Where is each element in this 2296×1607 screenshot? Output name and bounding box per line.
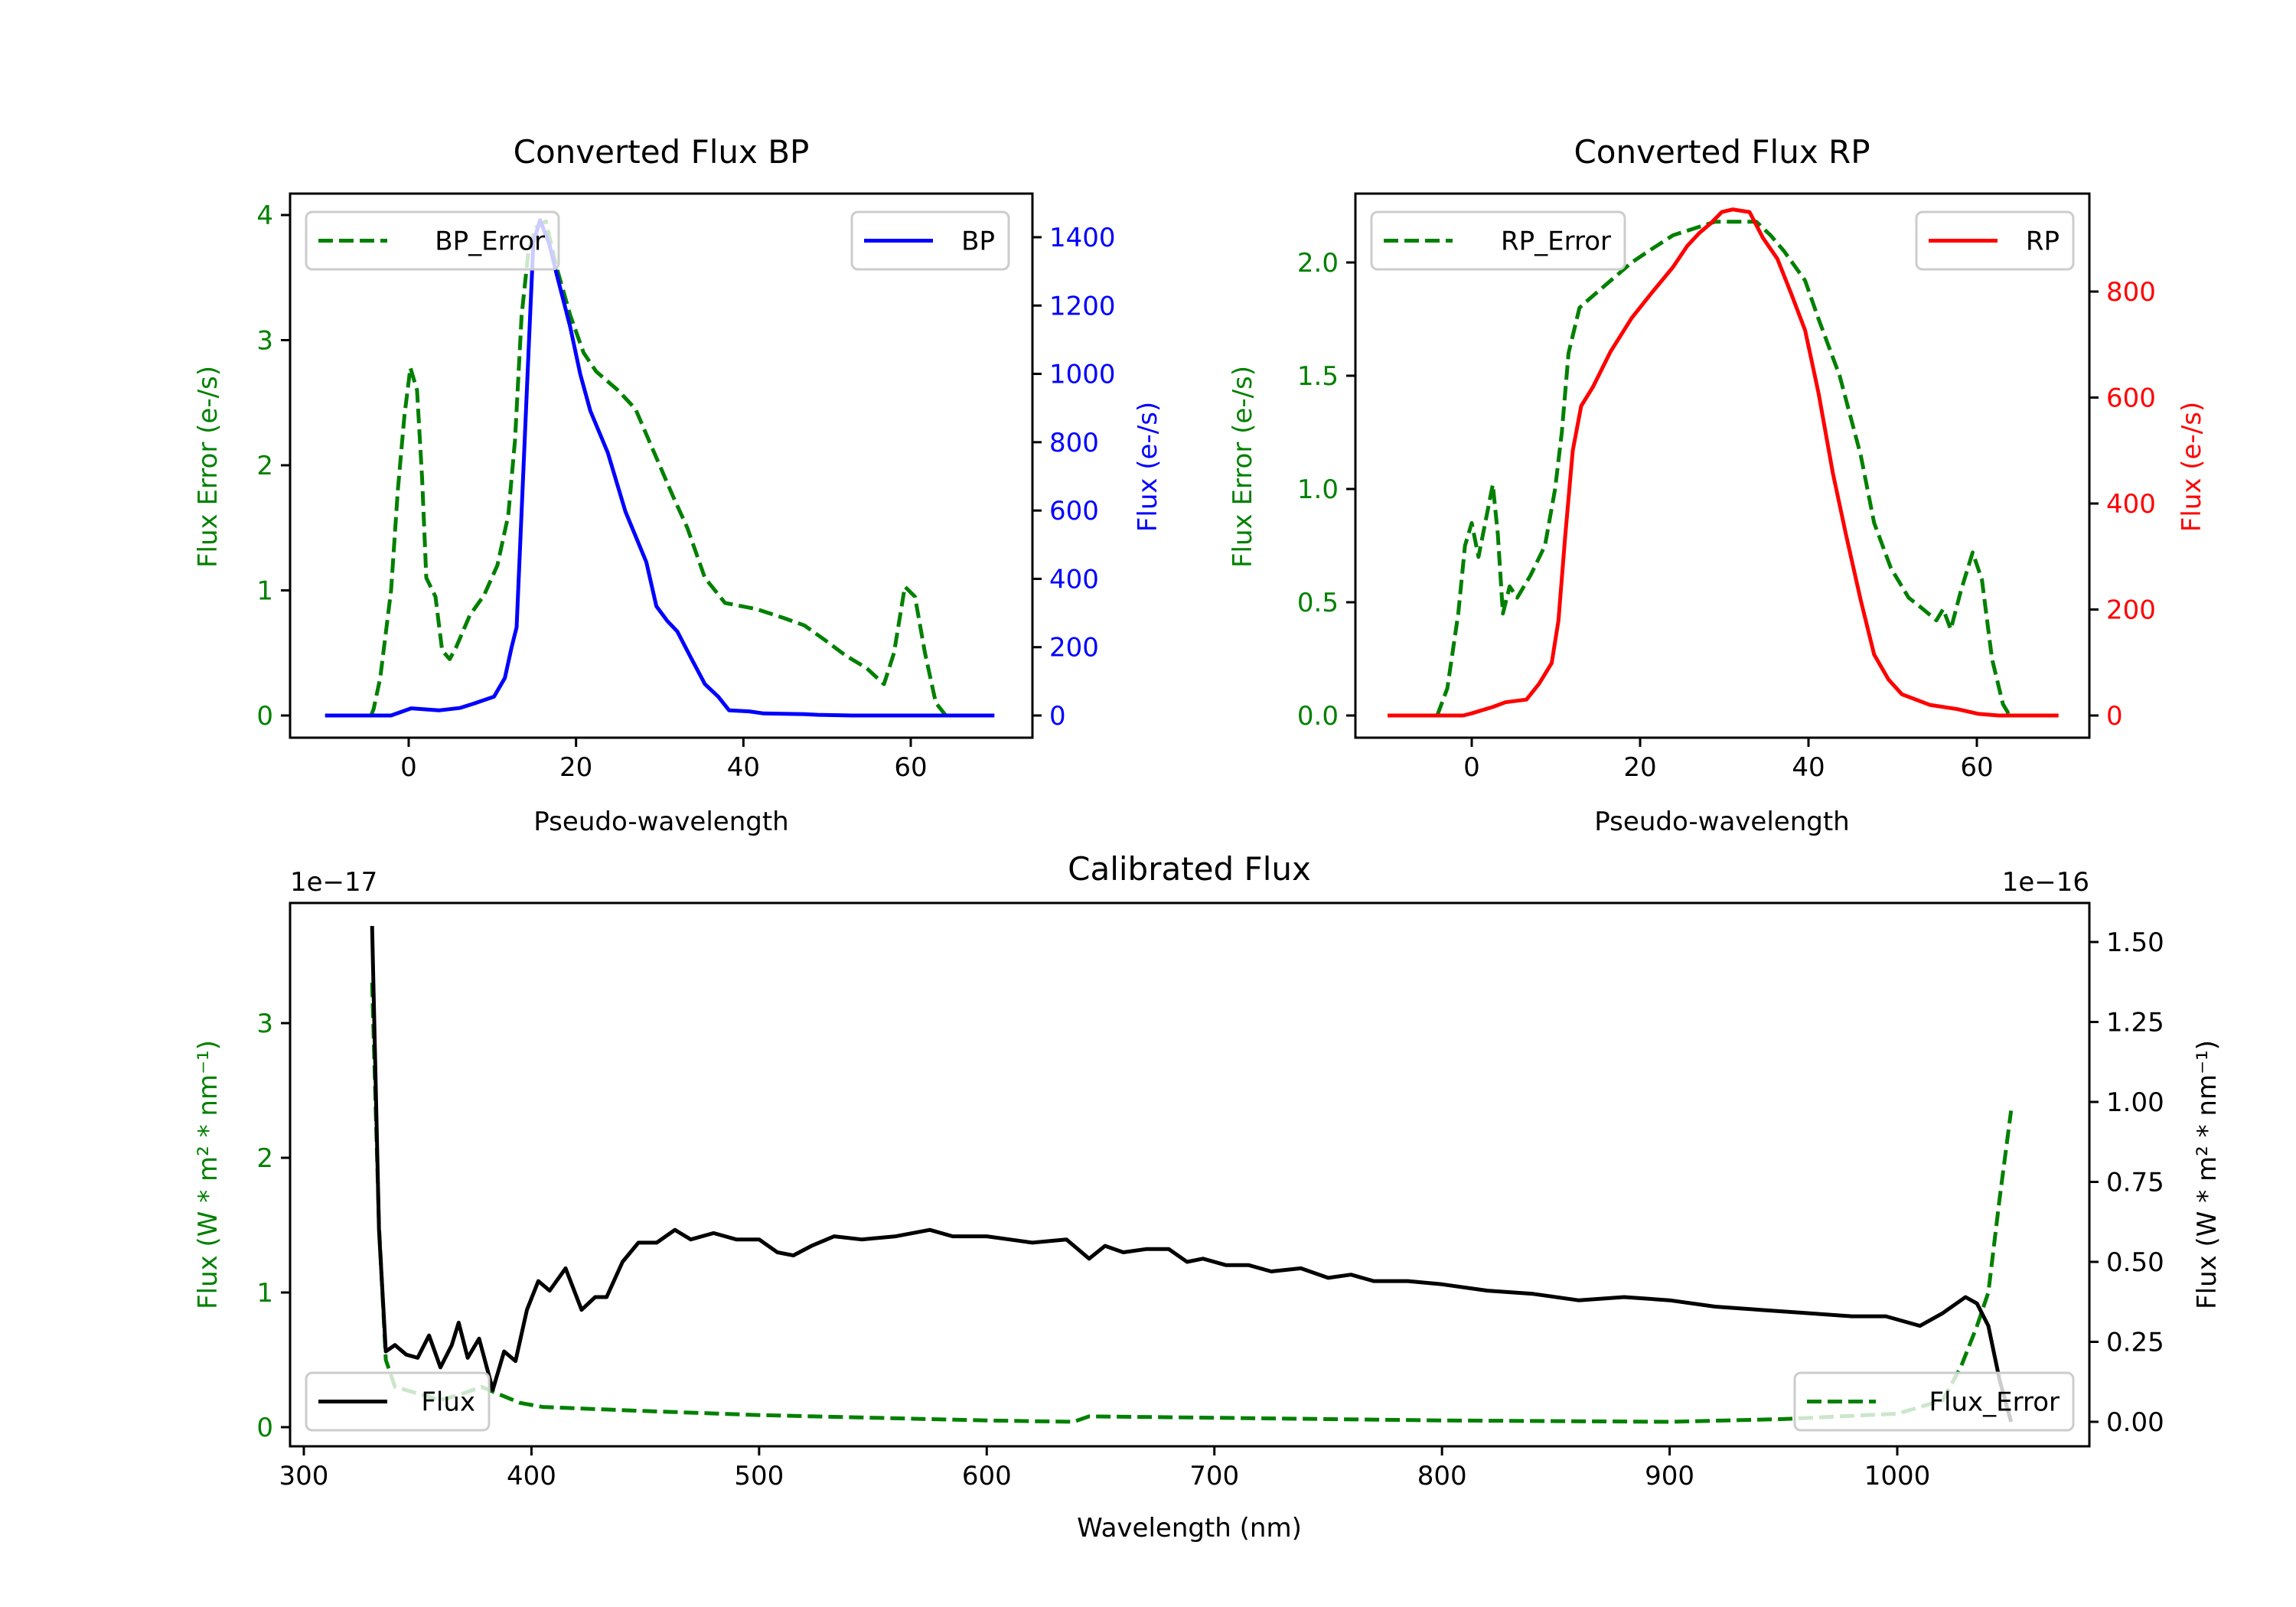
y-left-tick-label: 0 xyxy=(256,1413,273,1443)
y-right-tick-label: 1.00 xyxy=(2106,1087,2164,1118)
y-left-axis-label: Flux Error (e-/s) xyxy=(1228,366,1258,568)
y-right-tick-label: 0 xyxy=(2106,701,2123,732)
x-tick-label: 0 xyxy=(1463,752,1480,783)
x-tick-label: 400 xyxy=(507,1461,556,1491)
y-right-tick-label: 200 xyxy=(1049,633,1099,663)
y-left-tick-label: 1.5 xyxy=(1297,361,1339,392)
subplot-title: Calibrated Flux xyxy=(1068,850,1311,888)
y-left-tick-label: 1.0 xyxy=(1297,474,1339,505)
y-right-tick-label: 400 xyxy=(1049,564,1099,595)
y-right-tick-label: 1000 xyxy=(1049,360,1116,390)
series-line-bp xyxy=(325,218,995,718)
legend-bp[interactable]: BP xyxy=(850,210,1010,271)
y-left-tick-label: 2 xyxy=(256,451,273,481)
y-right-axis-label: Flux (W * m² * nm⁻¹) xyxy=(2192,1040,2223,1309)
legend-rp-error[interactable]: RP_Error xyxy=(1370,210,1626,271)
x-tick-label: 1000 xyxy=(1864,1461,1931,1491)
y-left-tick-label: 2 xyxy=(256,1143,273,1174)
y-right-tick-label: 1400 xyxy=(1049,223,1116,253)
legend-label: BP_Error xyxy=(435,227,545,257)
subplot-title: Converted Flux BP xyxy=(514,133,810,171)
legend-label: RP_Error xyxy=(1501,227,1611,257)
y-right-axis-label: Flux (e-/s) xyxy=(2177,402,2207,532)
y-right-tick-label: 600 xyxy=(2106,383,2156,414)
legend-rp[interactable]: RP xyxy=(1915,210,2075,271)
y-left-tick-label: 0.0 xyxy=(1297,701,1339,732)
y-right-axis-label: Flux (e-/s) xyxy=(1133,402,1163,532)
legend-box xyxy=(1793,1371,2075,1432)
y-right-tick-label: 400 xyxy=(2106,489,2156,520)
y-left-tick-label: 1 xyxy=(256,576,273,607)
y-right-tick-label: 200 xyxy=(2106,595,2156,626)
y-right-tick-label: 0.75 xyxy=(2106,1168,2164,1198)
subplot-2: 0 20 40 60 0.0 0.5 1.0 1.5 2.0 0 200 400 600 800 Conve… xyxy=(1228,133,2207,837)
x-tick-label: 0 xyxy=(400,752,417,783)
y-left-axis-label: Flux Error (e-/s) xyxy=(193,366,223,568)
legend-bp-error[interactable]: BP_Error xyxy=(305,210,560,271)
legend-label: Flux xyxy=(421,1387,475,1418)
legend-label: BP xyxy=(961,227,995,257)
axes-frame xyxy=(1354,192,2091,739)
x-tick-label: 60 xyxy=(894,752,927,783)
legend-box xyxy=(305,210,560,271)
y-left-axis-label: Flux (W * m² * nm⁻¹) xyxy=(193,1040,223,1309)
series-line-flux xyxy=(370,926,2014,1423)
y-left-tick-label: 4 xyxy=(256,200,273,231)
x-tick-label: 500 xyxy=(734,1461,784,1491)
axes-frame xyxy=(289,901,2091,1448)
legend-label: Flux_Error xyxy=(1929,1387,2060,1418)
y-right-tick-label: 800 xyxy=(2106,277,2156,308)
x-tick-label: 900 xyxy=(1645,1461,1694,1491)
y-left-tick-label: 0.5 xyxy=(1297,588,1339,618)
y-left-offset-label: 1e−17 xyxy=(290,867,377,898)
y-right-tick-label: 0 xyxy=(1049,701,1066,732)
subplot-3: 300 400 500 600 700 800 900 1000 0 1 2 3 0.00 0.25 0.5… xyxy=(193,850,2223,1543)
y-right-tick-label: 1.50 xyxy=(2106,927,2164,958)
series-line-bp-error xyxy=(369,219,947,717)
y-left-tick-label: 0 xyxy=(256,701,273,732)
y-right-tick-label: 0.50 xyxy=(2106,1247,2164,1278)
y-right-tick-label: 0.00 xyxy=(2106,1407,2164,1438)
y-left-tick-label: 3 xyxy=(256,326,273,357)
y-left-tick-label: 1 xyxy=(256,1278,273,1309)
y-right-tick-label: 1.25 xyxy=(2106,1008,2164,1038)
x-tick-label: 20 xyxy=(559,752,592,783)
legend-box xyxy=(1370,210,1626,271)
legend-label: RP xyxy=(2026,227,2060,257)
x-axis-label: Pseudo-wavelength xyxy=(1594,807,1849,837)
subplot-1: 0 20 40 60012340200400600800100012001400Con… xyxy=(193,133,1163,837)
x-axis-label: Wavelength (nm) xyxy=(1077,1513,1302,1543)
x-tick-label: 40 xyxy=(1792,752,1825,783)
x-tick-label: 700 xyxy=(1189,1461,1239,1491)
y-right-offset-label: 1e−16 xyxy=(2002,867,2089,898)
x-tick-label: 20 xyxy=(1623,752,1656,783)
x-tick-label: 800 xyxy=(1417,1461,1467,1491)
y-right-tick-label: 600 xyxy=(1049,496,1099,526)
y-right-tick-label: 0.25 xyxy=(2106,1328,2164,1358)
x-axis-label: Pseudo-wavelength xyxy=(533,807,788,837)
y-right-tick-label: 800 xyxy=(1049,428,1099,458)
x-tick-label: 600 xyxy=(962,1461,1012,1491)
legend-flux[interactable]: Flux xyxy=(305,1371,491,1432)
series-line-rp-error xyxy=(1435,220,2012,717)
y-left-tick-label: 2.0 xyxy=(1297,248,1339,279)
x-tick-label: 60 xyxy=(1960,752,1993,783)
y-right-tick-label: 1200 xyxy=(1049,291,1116,321)
subplot-title: Converted Flux RP xyxy=(1574,133,1870,171)
y-left-tick-label: 3 xyxy=(256,1009,273,1039)
x-tick-label: 40 xyxy=(727,752,760,783)
series-line-flux-error xyxy=(370,983,2014,1424)
series-line-rp xyxy=(1388,207,2059,718)
legend-box xyxy=(305,1371,491,1432)
legend-flux-error[interactable]: Flux_Error xyxy=(1793,1371,2075,1432)
x-tick-label: 300 xyxy=(279,1461,329,1491)
